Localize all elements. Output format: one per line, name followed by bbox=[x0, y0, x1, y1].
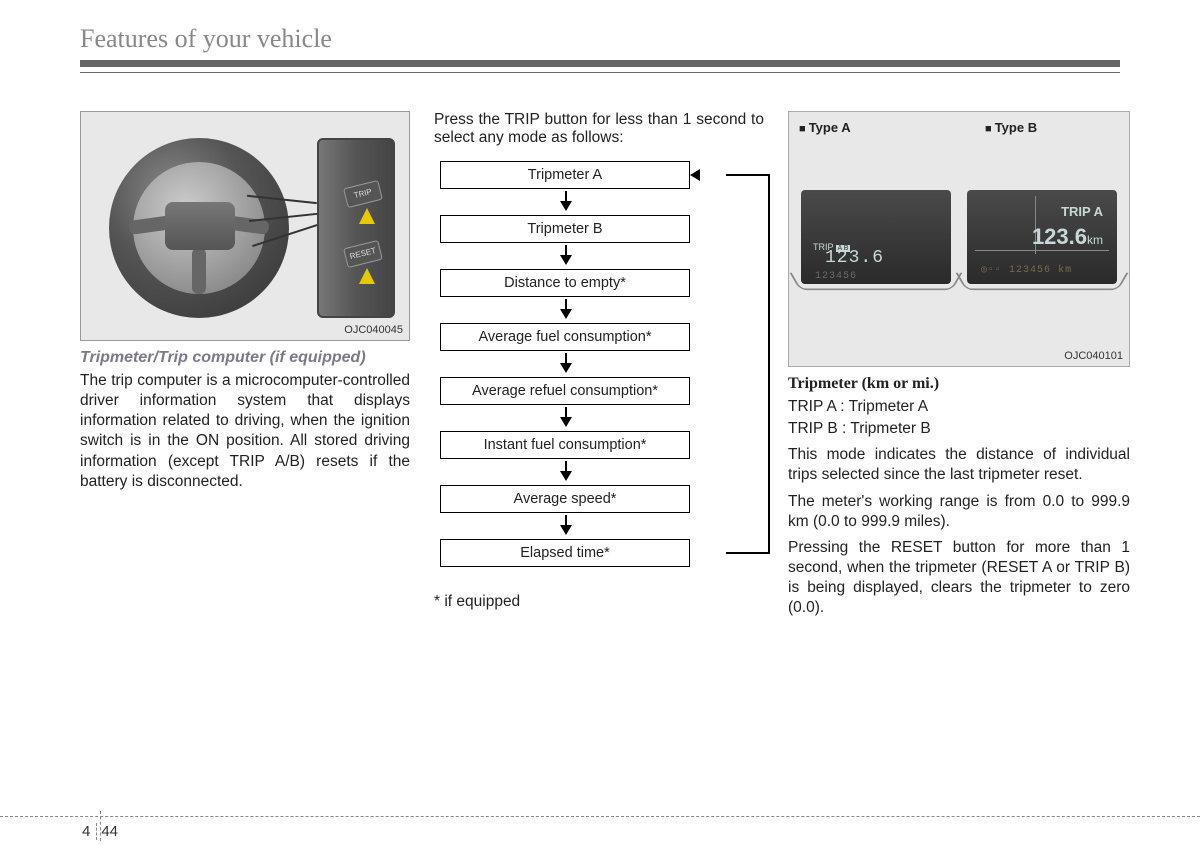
display-figure: Type A Type B TRIPA B 123.6 123456 TRIP … bbox=[788, 111, 1130, 367]
steering-wheel-figure: TRIP RESET OJC040045 bbox=[80, 111, 410, 341]
trip-b-line: TRIP B : Tripmeter B bbox=[788, 419, 1130, 439]
gauge-a-odo: 123456 bbox=[815, 271, 857, 282]
button-closeup: TRIP RESET bbox=[317, 138, 395, 318]
type-b-label: Type B bbox=[985, 120, 1037, 135]
gauge-type-a: TRIPA B 123.6 123456 bbox=[801, 190, 951, 284]
steering-wheel-illustration bbox=[109, 138, 289, 318]
return-arrow-icon bbox=[690, 169, 700, 181]
flow-box: Tripmeter B bbox=[440, 215, 690, 243]
flow-footnote: * if equipped bbox=[434, 593, 764, 611]
flow-box: Elapsed time* bbox=[440, 539, 690, 567]
tripmeter-section-title: Tripmeter (km or mi.) bbox=[788, 375, 1130, 393]
flow-box: Distance to empty* bbox=[440, 269, 690, 297]
trip-a-line: TRIP A : Tripmeter A bbox=[788, 397, 1130, 417]
header-rule bbox=[80, 60, 1120, 67]
return-line-top bbox=[726, 174, 770, 176]
flow-box: Tripmeter A bbox=[440, 161, 690, 189]
down-arrow-icon bbox=[560, 201, 572, 211]
trip-button-label: TRIP bbox=[343, 180, 383, 208]
down-arrow-icon bbox=[560, 471, 572, 481]
tripmeter-subhead: Tripmeter/Trip computer (if equipped) bbox=[80, 349, 410, 367]
return-line-vert bbox=[768, 175, 770, 553]
down-arrow-icon bbox=[560, 417, 572, 427]
down-arrow-icon bbox=[560, 363, 572, 373]
gauge-b-value: 123.6km bbox=[1032, 224, 1103, 250]
flow-box: Average fuel consumption* bbox=[440, 323, 690, 351]
page-number: 444 bbox=[82, 823, 118, 840]
flow-box: Average speed* bbox=[440, 485, 690, 513]
mode-flowchart: Tripmeter A Tripmeter B Distance to empty*… bbox=[440, 161, 736, 567]
gauge-b-odo: ◎▫▫ 123456 km bbox=[981, 264, 1072, 276]
page-footer: 444 bbox=[0, 816, 1200, 821]
down-arrow-icon bbox=[560, 525, 572, 535]
return-line-bottom bbox=[726, 552, 770, 554]
tripmeter-para2: The meter's working range is from 0.0 to… bbox=[788, 492, 1130, 532]
flow-intro-text: Press the TRIP button for less than 1 se… bbox=[434, 111, 764, 147]
page-header-title: Features of your vehicle bbox=[80, 24, 1120, 54]
gauge-a-value: 123.6 bbox=[825, 248, 884, 268]
up-arrow-icon bbox=[359, 268, 375, 284]
flow-box: Instant fuel consumption* bbox=[440, 431, 690, 459]
down-arrow-icon bbox=[560, 309, 572, 319]
gauge-type-b: TRIP A 123.6km ◎▫▫ 123456 km bbox=[967, 190, 1117, 284]
down-arrow-icon bbox=[560, 255, 572, 265]
up-arrow-icon bbox=[359, 208, 375, 224]
type-a-label: Type A bbox=[799, 120, 959, 135]
tripmeter-body: The trip computer is a microcomputer-con… bbox=[80, 371, 410, 492]
tripmeter-para1: This mode indicates the distance of indi… bbox=[788, 445, 1130, 485]
gauge-b-label: TRIP A bbox=[1061, 204, 1103, 219]
flow-box: Average refuel consumption* bbox=[440, 377, 690, 405]
reset-button-label: RESET bbox=[343, 240, 383, 268]
figure-code: OJC040045 bbox=[344, 324, 403, 336]
tripmeter-para3: Pressing the RESET button for more than … bbox=[788, 538, 1130, 619]
figure-code: OJC040101 bbox=[1064, 350, 1123, 362]
